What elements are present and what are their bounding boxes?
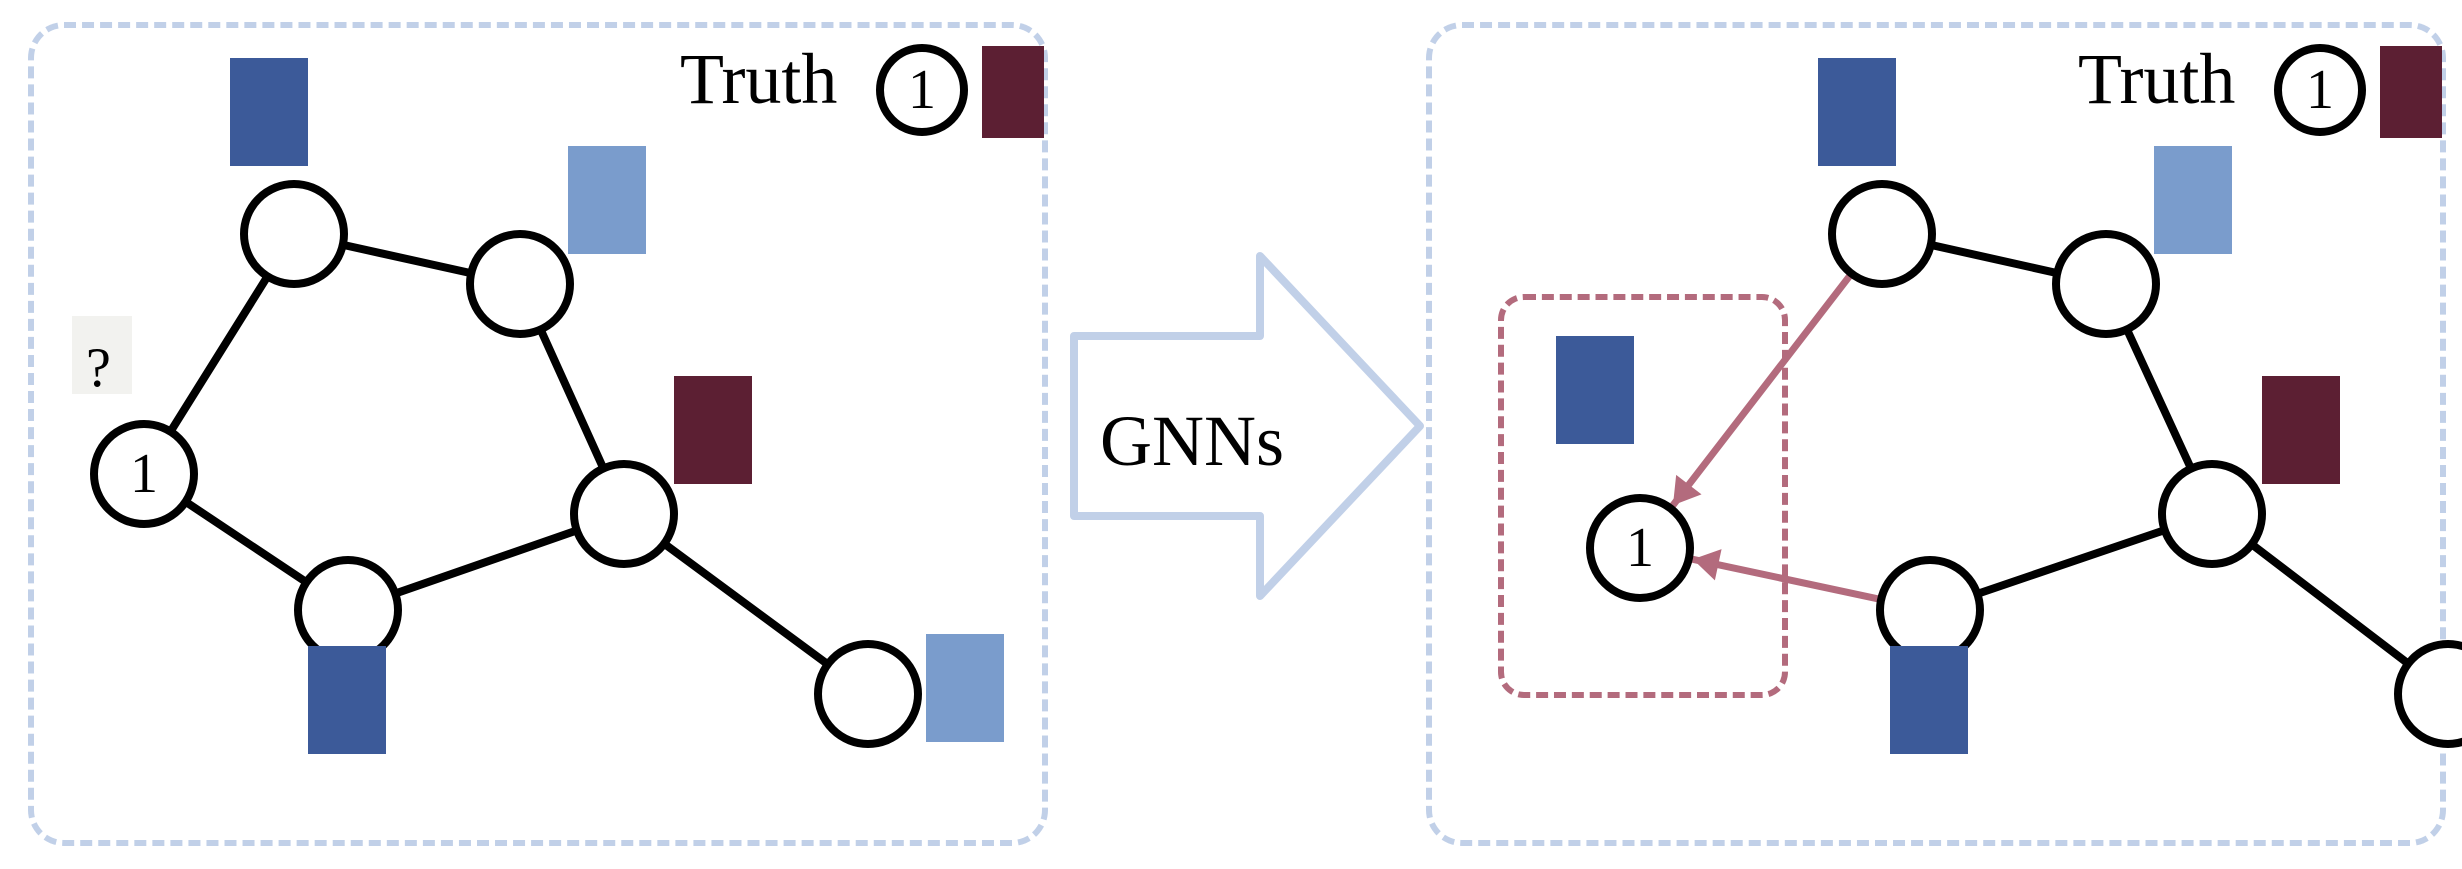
gnns-label: GNNs	[1100, 400, 1284, 483]
diagram-canvas: ?1Truth11Truth1GNNs	[0, 0, 2462, 869]
